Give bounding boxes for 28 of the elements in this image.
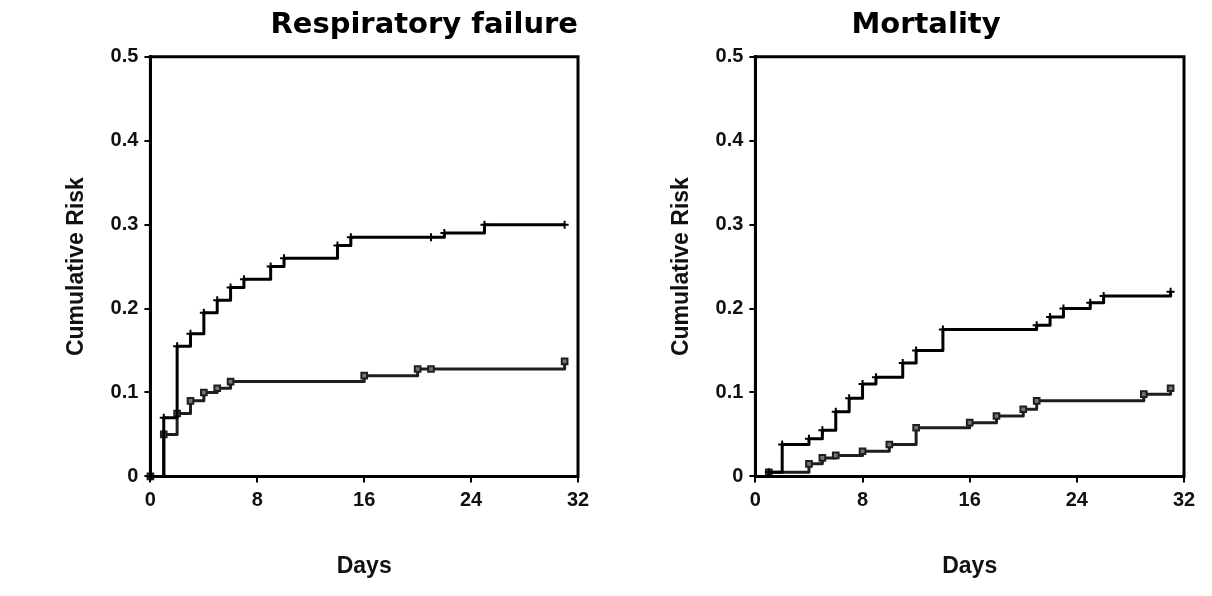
- x-tick-label: 8: [856, 487, 869, 510]
- x-tick-label: 24: [459, 487, 484, 510]
- x-tick-label: 32: [1172, 487, 1196, 510]
- y-tick-label: 0.1: [110, 380, 139, 402]
- y-tick-label: 0.5: [110, 44, 139, 67]
- x-tick-label: 0: [749, 487, 761, 510]
- y-axis-title: Cumulative Risk: [667, 176, 694, 357]
- chart-title: Mortality: [851, 5, 1001, 40]
- y-tick-label: 0.2: [715, 296, 744, 319]
- x-tick-label: 24: [1065, 487, 1089, 510]
- y-tick-label: 0.2: [110, 296, 139, 319]
- x-axis-title: Days: [942, 551, 998, 578]
- chart-title: Respiratory failure: [270, 5, 578, 40]
- y-tick-label: 0.4: [715, 128, 745, 151]
- x-tick-label: 8: [251, 487, 263, 510]
- x-tick-label: 16: [353, 487, 376, 510]
- x-tick-label: 16: [958, 487, 981, 510]
- y-tick-label: 0.4: [110, 128, 140, 151]
- y-tick-label: 0.1: [715, 380, 744, 402]
- y-tick-label: 0.3: [715, 212, 744, 235]
- x-tick-label: 32: [566, 487, 590, 510]
- y-tick-label: 0: [732, 463, 744, 486]
- y-tick-label: 0.5: [715, 44, 744, 67]
- x-axis-title: Days: [336, 551, 392, 578]
- y-tick-label: 0.3: [110, 212, 139, 235]
- y-tick-label: 0: [127, 463, 139, 486]
- y-axis-title: Cumulative Risk: [62, 176, 89, 357]
- x-tick-label: 0: [144, 487, 156, 510]
